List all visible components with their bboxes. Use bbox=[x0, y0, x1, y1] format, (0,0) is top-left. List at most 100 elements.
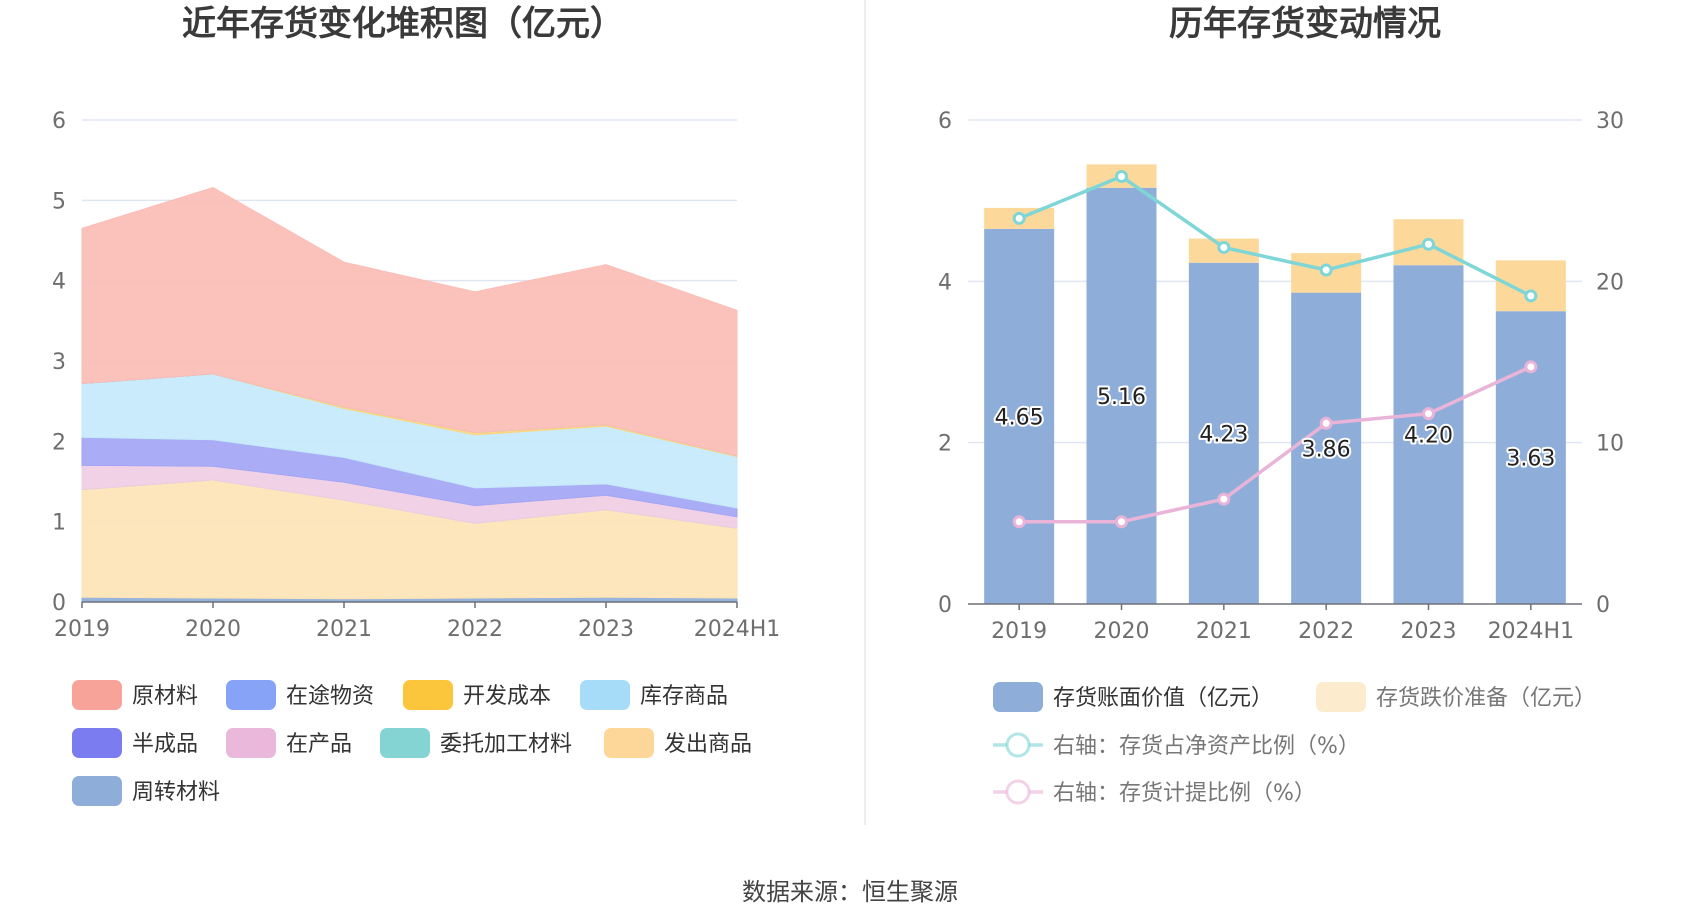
bar-data-labels: 4.65 5.16 4.23 3.86 4.20 3.63 bbox=[993, 383, 1558, 474]
legend-swatch bbox=[580, 680, 630, 710]
bar-0-2 bbox=[1188, 262, 1259, 604]
area-x-tick-label: 2019 bbox=[54, 617, 110, 642]
bar-left-y-tick-label: 2 bbox=[938, 432, 952, 457]
area-y-tick-label: 3 bbox=[52, 350, 66, 375]
line-point-0-4 bbox=[1422, 237, 1435, 251]
bar-right-y-axis: 0 10 20 30 bbox=[1596, 109, 1624, 618]
legend-label: 在产品 bbox=[286, 732, 352, 757]
area-legend-item[interactable]: 在产品 bbox=[226, 728, 352, 758]
bar-right-y-tick-label: 30 bbox=[1596, 109, 1624, 134]
bar-x-tick-label: 2024H1 bbox=[1488, 619, 1575, 644]
legend-label: 半成品 bbox=[132, 732, 198, 757]
legend-label: 在途物资 bbox=[286, 684, 374, 709]
bar-right-y-tick-label: 20 bbox=[1596, 270, 1624, 295]
line-point-0-2 bbox=[1217, 240, 1231, 254]
bar-chart-title: 历年存货变动情况 bbox=[1169, 4, 1441, 44]
area-x-tick-label: 2022 bbox=[447, 617, 503, 642]
legend-label: 右轴：存货占净资产比例（%） bbox=[1053, 734, 1360, 759]
bar-left-y-tick-label: 4 bbox=[938, 270, 952, 295]
area-legend-item[interactable]: 半成品 bbox=[72, 728, 198, 758]
area-legend-item[interactable]: 开发成本 bbox=[403, 680, 551, 710]
line-series-0 bbox=[1018, 174, 1532, 298]
legend-swatch bbox=[604, 728, 654, 758]
area-series-8 bbox=[81, 186, 738, 457]
bar-x-tick-label: 2023 bbox=[1401, 619, 1457, 644]
area-y-tick-label: 2 bbox=[52, 430, 66, 455]
area-x-tick-label: 2023 bbox=[578, 617, 634, 642]
data-source-footer: 数据来源：恒生聚源 bbox=[742, 878, 958, 906]
bar-value-label: 4.65 bbox=[995, 405, 1044, 430]
area-y-tick-label: 4 bbox=[52, 270, 66, 295]
legend-label: 发出商品 bbox=[664, 732, 752, 757]
area-y-tick-label: 1 bbox=[52, 511, 66, 536]
line-point-0-3 bbox=[1319, 263, 1333, 277]
line-series-group bbox=[1012, 169, 1538, 529]
area-x-axis: 2019 2020 2021 2022 2023 2024H1 bbox=[54, 602, 780, 642]
legend-swatch bbox=[72, 776, 122, 806]
bar-value-label: 4.20 bbox=[1404, 424, 1453, 449]
area-x-tick-label: 2021 bbox=[316, 617, 372, 642]
legend-label: 委托加工材料 bbox=[440, 732, 572, 757]
legend-label: 开发成本 bbox=[463, 684, 551, 709]
area-legend-item[interactable]: 在途物资 bbox=[226, 680, 374, 710]
bar-legend-item[interactable]: 右轴：存货计提比例（%） bbox=[993, 779, 1316, 806]
area-legend-item[interactable]: 发出商品 bbox=[604, 728, 752, 758]
bar-left-y-tick-label: 0 bbox=[938, 593, 952, 618]
bar-x-tick-label: 2021 bbox=[1196, 619, 1252, 644]
legend-label: 存货账面价值（亿元） bbox=[1053, 686, 1273, 711]
bar-x-axis: 2019 2020 2021 2022 2023 2024H1 bbox=[991, 604, 1574, 644]
bar-x-tick-label: 2019 bbox=[991, 619, 1047, 644]
bar-x-tick-label: 2020 bbox=[1094, 619, 1150, 644]
bar-series-group bbox=[984, 164, 1566, 604]
area-x-tick-label: 2024H1 bbox=[694, 617, 781, 642]
area-y-tick-label: 5 bbox=[52, 189, 66, 214]
bar-left-y-tick-label: 6 bbox=[938, 109, 952, 134]
bar-0-5 bbox=[1495, 311, 1566, 604]
legend-label: 原材料 bbox=[132, 684, 198, 709]
bar-0-3 bbox=[1291, 292, 1362, 604]
bar-gridlines bbox=[968, 119, 1582, 444]
area-chart-title: 近年存货变化堆积图（亿元） bbox=[182, 4, 624, 44]
legend-swatch bbox=[993, 682, 1043, 712]
bar-legend-item[interactable]: 存货账面价值（亿元） bbox=[993, 682, 1273, 712]
bar-legend-item[interactable]: 存货跌价准备（亿元） bbox=[1316, 682, 1596, 712]
legend-swatch bbox=[72, 728, 122, 758]
legend-swatch bbox=[403, 680, 453, 710]
bar-value-label: 3.63 bbox=[1506, 447, 1555, 472]
line-point-1-5 bbox=[1524, 360, 1538, 374]
line-point-0-0 bbox=[1012, 211, 1026, 225]
area-legend-item[interactable]: 周转材料 bbox=[72, 776, 220, 806]
legend-label: 库存商品 bbox=[640, 684, 728, 709]
area-series-group bbox=[81, 186, 738, 603]
bar-0-1 bbox=[1086, 187, 1157, 604]
legend-swatch bbox=[72, 680, 122, 710]
legend-swatch bbox=[226, 728, 276, 758]
line-point-1-4 bbox=[1422, 407, 1435, 421]
bar-right-y-tick-label: 0 bbox=[1596, 593, 1610, 618]
legend-label: 周转材料 bbox=[132, 780, 220, 805]
line-point-0-1 bbox=[1115, 169, 1128, 183]
area-x-tick-label: 2020 bbox=[185, 617, 241, 642]
bar-legend-item[interactable]: 右轴：存货占净资产比例（%） bbox=[993, 732, 1360, 759]
bar-value-label: 4.23 bbox=[1199, 422, 1248, 447]
bar-left-y-axis: 0 2 4 6 bbox=[938, 109, 952, 618]
line-point-1-1 bbox=[1115, 515, 1128, 529]
area-y-axis: 0 1 2 3 4 5 6 bbox=[52, 109, 66, 616]
bar-0-4 bbox=[1393, 265, 1464, 604]
area-legend-item[interactable]: 库存商品 bbox=[580, 680, 728, 710]
legend-swatch bbox=[1316, 682, 1366, 712]
line-series-1 bbox=[1019, 365, 1532, 524]
legend-label: 右轴：存货计提比例（%） bbox=[1053, 781, 1316, 806]
bar-value-label: 5.16 bbox=[1097, 385, 1146, 410]
bar-x-tick-label: 2022 bbox=[1298, 619, 1354, 644]
line-point-1-3 bbox=[1319, 416, 1333, 430]
legend-marker bbox=[1005, 732, 1031, 758]
legend-label: 存货跌价准备（亿元） bbox=[1376, 686, 1596, 711]
area-legend-item[interactable]: 委托加工材料 bbox=[380, 728, 572, 758]
bar-right-y-tick-label: 10 bbox=[1596, 432, 1624, 457]
area-legend-item[interactable]: 原材料 bbox=[72, 680, 198, 710]
legend-swatch bbox=[380, 728, 430, 758]
